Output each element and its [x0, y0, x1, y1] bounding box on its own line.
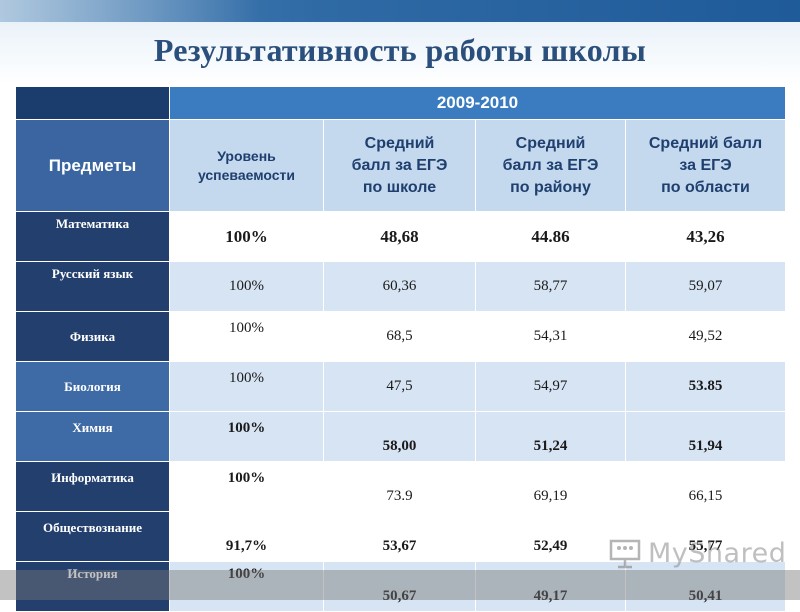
district-header-line-2: балл за ЕГЭ [502, 156, 599, 174]
district-score-header: Средний балл за ЕГЭ по району [475, 119, 626, 212]
school-score-value: 50,67 [382, 588, 417, 604]
school-score-value: 53,67 [382, 538, 417, 554]
district-score-cell: 51,24 [475, 411, 626, 462]
region-header-line-3: по области [661, 178, 750, 196]
subject-name: Математика [55, 216, 130, 231]
district-score-cell: 54,31 [475, 311, 626, 362]
results-table: 2009-2010 Предметы Уровень успеваемости … [15, 86, 786, 612]
region-header-line-2: за ЕГЭ [679, 156, 732, 174]
region-score-cell: 55,77 [625, 511, 786, 562]
school-score-cell: 50,67 [323, 561, 476, 612]
subject-cell: История [15, 561, 170, 612]
success-cell: 100% [169, 311, 324, 362]
region-score-value: 50,41 [688, 588, 723, 604]
district-score-cell: 49,17 [475, 561, 626, 612]
column-header-row: Предметы Уровень успеваемости Средний ба… [15, 119, 786, 212]
region-score-cell: 66,15 [625, 461, 786, 512]
table-row: Физика 100% 68,5 54,31 49,52 [15, 311, 786, 362]
success-rate-header: Уровень успеваемости [169, 119, 324, 212]
success-cell: 100% [169, 211, 324, 262]
year-row: 2009-2010 [15, 86, 786, 120]
presentation-board-icon [609, 539, 641, 569]
district-score-value: 69,19 [533, 488, 568, 504]
subject-name: История [67, 566, 118, 581]
region-score-value: 66,15 [688, 488, 723, 504]
watermark: MyShared [608, 536, 786, 570]
school-score-cell: 48,68 [323, 211, 476, 262]
school-score-header: Средний балл за ЕГЭ по школе [323, 119, 476, 212]
school-score-cell: 58,00 [323, 411, 476, 462]
district-score-value: 52,49 [533, 538, 568, 554]
school-header-line-2: балл за ЕГЭ [351, 156, 448, 174]
district-header-line-3: по району [510, 178, 591, 196]
watermark-text: MyShared [648, 537, 787, 569]
success-cell: 100% [169, 461, 324, 512]
district-score-value: 51,24 [533, 438, 568, 454]
success-header-line-1: Уровень [217, 147, 276, 164]
school-score-cell: 47,5 [323, 361, 476, 412]
success-value: 91,7% [225, 538, 268, 554]
table-row: Информатика 100% 73.9 69,19 66,15 [15, 461, 786, 512]
region-score-cell: 51,94 [625, 411, 786, 462]
table-row: Обществознание 91,7% 53,67 52,49 55,77 [15, 511, 786, 562]
success-value: 100% [227, 470, 266, 486]
school-header-line-3: по школе [362, 178, 437, 196]
region-score-cell: 59,07 [625, 261, 786, 312]
table-row: Химия 100% 58,00 51,24 51,94 [15, 411, 786, 462]
success-cell: 91,7% [169, 511, 324, 562]
district-score-cell: 69,19 [475, 461, 626, 512]
success-cell: 100% [169, 261, 324, 312]
subject-cell: Информатика [15, 461, 170, 512]
success-cell: 100% [169, 411, 324, 462]
top-band-glow [0, 0, 260, 22]
success-value: 100% [227, 420, 266, 436]
subjects-header: Предметы [15, 119, 170, 212]
table-row: Биология 100% 47,5 54,97 53.85 [15, 361, 786, 412]
district-score-cell: 52,49 [475, 511, 626, 562]
district-score-value: 49,17 [533, 588, 568, 604]
success-value: 100% [229, 320, 264, 336]
success-value: 100% [229, 370, 264, 386]
success-header-line-2: успеваемости [197, 166, 296, 183]
top-decor-band [0, 0, 800, 22]
subject-cell: Русский язык [15, 261, 170, 312]
school-header-line-1: Средний [364, 134, 435, 152]
region-score-value: 51,94 [688, 438, 723, 454]
region-header-line-1: Средний балл [648, 134, 763, 152]
school-score-cell: 53,67 [323, 511, 476, 562]
school-score-cell: 68,5 [323, 311, 476, 362]
region-score-header: Средний балл за ЕГЭ по области [625, 119, 786, 212]
district-score-cell: 44.86 [475, 211, 626, 262]
subject-name: Информатика [51, 470, 134, 485]
district-score-cell: 58,77 [475, 261, 626, 312]
region-score-value: 55,77 [688, 538, 723, 554]
region-score-cell: 49,52 [625, 311, 786, 362]
district-header-line-1: Средний [515, 134, 586, 152]
success-cell: 100% [169, 361, 324, 412]
page-title: Результативность работы школы [153, 32, 647, 68]
table-row: Русский язык 100% 60,36 58,77 59,07 [15, 261, 786, 312]
year-header: 2009-2010 [169, 86, 786, 120]
success-cell: 100% [169, 561, 324, 612]
table-row: Математика 100% 48,68 44.86 43,26 [15, 211, 786, 262]
school-score-value: 58,00 [382, 438, 417, 454]
subject-name: Химия [72, 420, 113, 435]
title-background [0, 22, 800, 84]
district-score-cell: 54,97 [475, 361, 626, 412]
success-value: 100% [227, 566, 266, 582]
subject-name: Русский язык [51, 266, 134, 281]
school-score-value: 73.9 [386, 488, 413, 504]
school-score-cell: 60,36 [323, 261, 476, 312]
subject-cell: Обществознание [15, 511, 170, 562]
subject-cell: Биология [15, 361, 170, 412]
subject-cell: Математика [15, 211, 170, 262]
subject-cell: Химия [15, 411, 170, 462]
subject-cell: Физика [15, 311, 170, 362]
region-score-cell: 43,26 [625, 211, 786, 262]
school-score-cell: 73.9 [323, 461, 476, 512]
corner-cell [15, 86, 170, 120]
region-score-cell: 53.85 [625, 361, 786, 412]
subject-name: Обществознание [42, 520, 143, 535]
